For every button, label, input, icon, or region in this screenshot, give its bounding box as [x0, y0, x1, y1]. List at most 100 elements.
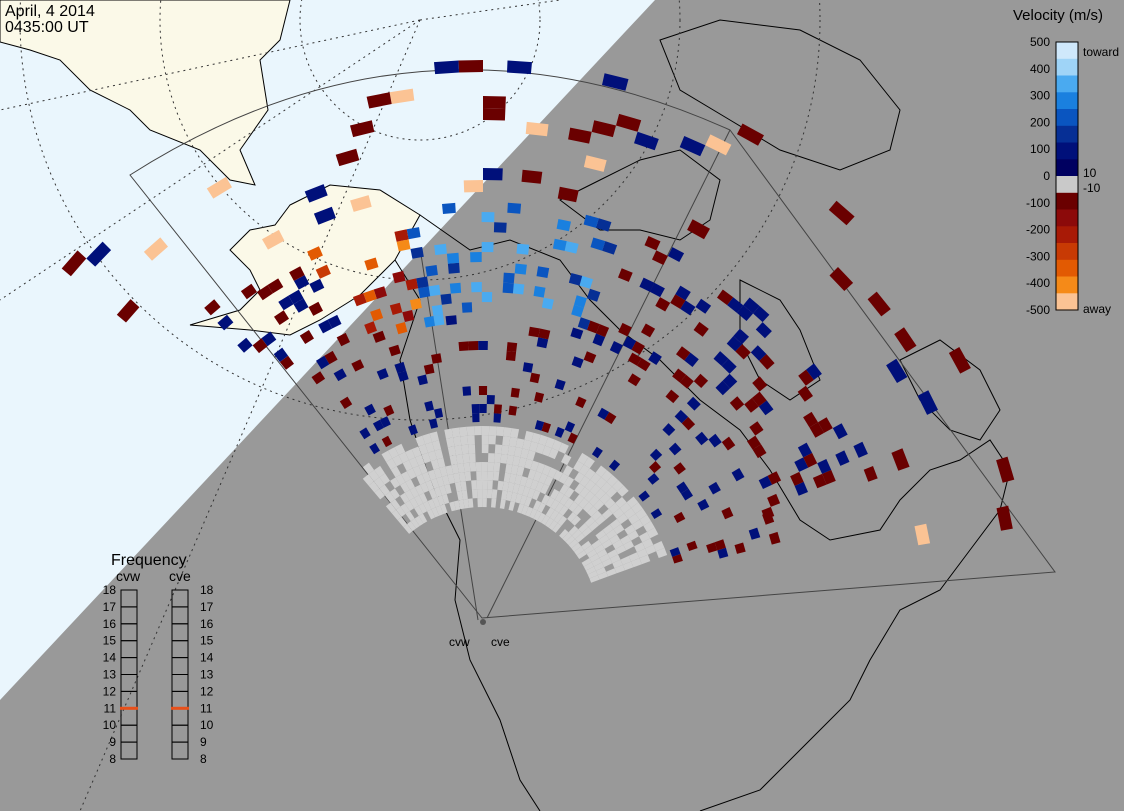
velocity-gate — [350, 195, 372, 212]
velocity-gate — [534, 420, 545, 431]
velocity-gate — [794, 481, 808, 496]
velocity-gate — [470, 252, 482, 263]
velocity-gate — [418, 503, 428, 514]
velocity-gate — [557, 186, 579, 203]
velocity-gate — [483, 108, 506, 121]
velocity-gate — [461, 444, 469, 455]
velocity-gate — [414, 505, 423, 516]
velocity-gate — [422, 471, 431, 483]
velocity-gate — [727, 297, 744, 313]
velocity-gate — [584, 479, 596, 491]
frequency-level-label: 16 — [200, 617, 214, 631]
velocity-gate — [572, 505, 583, 516]
velocity-gate — [581, 527, 593, 537]
velocity-gate — [385, 502, 396, 514]
velocity-gate — [502, 282, 514, 294]
velocity-gate — [758, 475, 773, 489]
velocity-gate — [439, 466, 448, 477]
velocity-gate — [86, 241, 112, 267]
velocity-gate — [573, 494, 585, 505]
velocity-gate — [502, 481, 510, 492]
velocity-gate — [417, 374, 428, 386]
velocity-gate — [585, 566, 596, 575]
velocity-gate — [554, 502, 564, 513]
velocity-gate — [602, 73, 629, 91]
velocity-gate — [662, 423, 676, 436]
velocity-gate — [541, 515, 550, 526]
colorbar-tick-label: -400 — [1026, 276, 1050, 290]
velocity-gate — [590, 237, 606, 251]
velocity-gate — [293, 275, 310, 290]
velocity-gate — [461, 490, 468, 500]
velocity-gate — [729, 396, 745, 411]
velocity-gate — [601, 470, 613, 482]
colorbar-tick-label: -300 — [1026, 249, 1050, 263]
velocity-gate — [618, 322, 632, 337]
velocity-gate — [416, 276, 429, 289]
velocity-gate — [679, 136, 706, 157]
velocity-gate — [665, 389, 680, 404]
frequency-scales: 18 17 16 15 14 13 12 11 10 9 8 18 17 16 15 14 13 12 11 10 9 8 — [103, 583, 214, 766]
velocity-gate — [481, 242, 494, 253]
frequency-level-label: 15 — [200, 634, 214, 648]
velocity-gate — [482, 498, 487, 508]
velocity-gate — [368, 481, 380, 493]
velocity-gate — [594, 544, 605, 554]
velocity-gate — [479, 404, 487, 413]
velocity-gate — [409, 298, 422, 310]
velocity-gate — [460, 435, 469, 446]
velocity-gate — [351, 359, 365, 372]
velocity-gate — [528, 326, 541, 338]
velocity-gate — [647, 473, 660, 485]
velocity-gate — [891, 448, 910, 471]
velocity-gate — [324, 350, 338, 365]
velocity-gate — [405, 479, 415, 490]
frequency-level-label: 16 — [103, 617, 117, 631]
velocity-gate — [515, 493, 523, 504]
velocity-gate — [568, 273, 583, 286]
velocity-gate — [564, 241, 579, 254]
velocity-gate — [421, 452, 431, 464]
frequency-level-label: 10 — [103, 718, 117, 732]
velocity-gate — [492, 471, 500, 481]
velocity-gate — [405, 449, 416, 461]
velocity-gate — [639, 554, 651, 565]
velocity-gate — [599, 493, 611, 505]
velocity-gate — [423, 363, 435, 375]
velocity-gate — [493, 462, 501, 472]
velocity-gate — [278, 295, 294, 311]
velocity-gate — [750, 345, 767, 361]
velocity-gate — [458, 60, 483, 73]
velocity-gate — [564, 476, 575, 488]
velocity-gate — [540, 483, 550, 495]
velocity-gate — [622, 336, 637, 350]
velocity-gate — [430, 478, 440, 489]
colorbar-tick-label: 0 — [1043, 169, 1050, 183]
velocity-gate — [444, 484, 452, 494]
velocity-gate — [535, 443, 546, 455]
colorbar-swatch — [1056, 192, 1078, 211]
velocity-gate — [522, 362, 534, 373]
colorbar-tick-labels: 500 400 300 200 100 0 -100 -200 -300 -400 -500 — [1026, 35, 1050, 317]
velocity-gate — [376, 368, 389, 380]
velocity-gate — [667, 247, 685, 262]
velocity-gate — [482, 489, 488, 499]
velocity-gate — [471, 282, 482, 293]
velocity-gate — [715, 380, 730, 396]
velocity-gate — [613, 524, 625, 535]
velocity-gate — [624, 524, 636, 535]
velocity-gate — [618, 268, 633, 282]
velocity-gate — [400, 482, 410, 493]
velocity-gate — [466, 426, 475, 436]
velocity-gate — [364, 321, 377, 335]
velocity-gate — [554, 426, 565, 438]
velocity-gate — [461, 302, 473, 313]
velocity-gate — [529, 441, 539, 452]
colorbar-title: Velocity (m/s) — [1013, 7, 1103, 24]
velocity-gate — [617, 485, 629, 497]
velocity-gate — [576, 550, 587, 559]
velocity-gate — [759, 354, 775, 370]
colorbar-swatch — [1056, 58, 1078, 77]
velocity-gate — [447, 474, 455, 484]
velocity-gate — [529, 372, 541, 384]
